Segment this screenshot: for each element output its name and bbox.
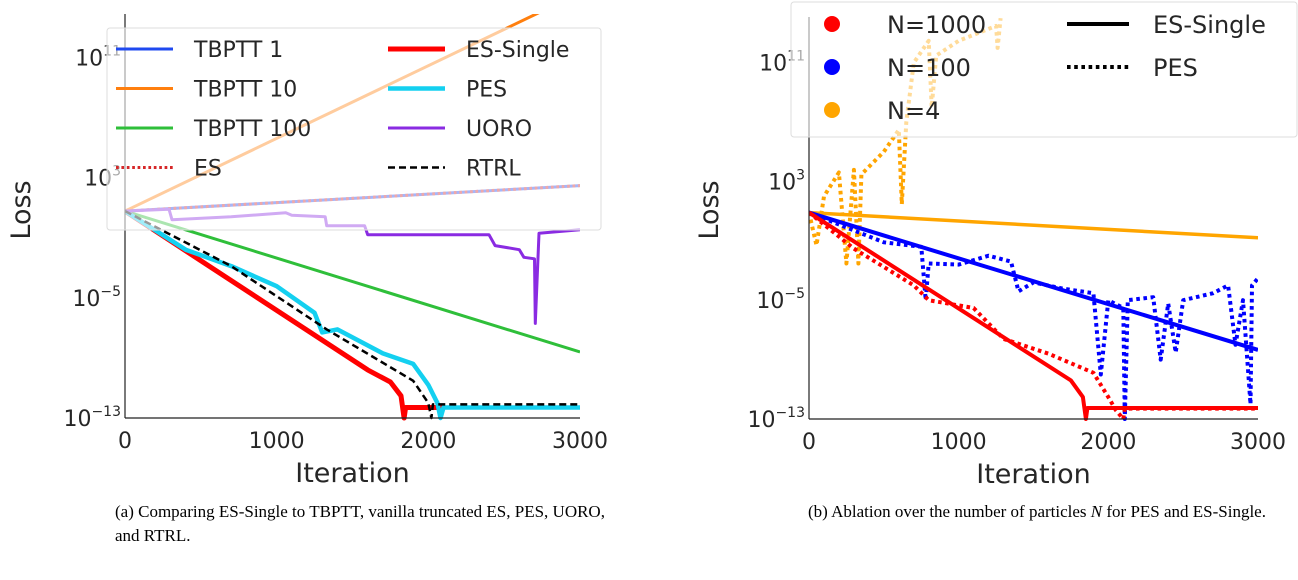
legend-label: N=100 <box>887 54 971 82</box>
x-tick-label: 2000 <box>1080 430 1136 455</box>
y-tick-base: 10 <box>756 289 784 314</box>
x-tick-label: 3000 <box>552 429 608 454</box>
x-tick-label: 0 <box>802 430 816 455</box>
legend-label: N=4 <box>887 97 940 125</box>
legend-label: UORO <box>466 117 532 142</box>
y-tick-exponent: −5 <box>784 286 805 302</box>
y-tick-label: 103 <box>768 167 805 195</box>
series-line-n-100-es-single <box>809 210 1258 352</box>
y-tick-base: 10 <box>747 408 775 433</box>
caption-b-text: (b) Ablation over the number of particle… <box>808 502 1091 521</box>
y-axis-label: Loss <box>694 180 725 239</box>
legend-label: PES <box>466 78 507 103</box>
y-tick-label: 10−13 <box>747 405 805 433</box>
series-line-n-4-es-single <box>809 210 1258 240</box>
chart-a: 0100020003000101110310−510−13IterationLo… <box>6 14 608 489</box>
x-tick-label: 1000 <box>931 430 987 455</box>
legend-label: ES-Single <box>466 38 569 63</box>
caption-a: (a) Comparing ES-Single to TBPTT, vanill… <box>115 502 605 545</box>
series-line-n-100-pes <box>809 210 1258 421</box>
legend-box <box>790 1 1298 138</box>
legend-label: ES <box>194 157 222 182</box>
series-line-n-1000-es-single <box>809 210 1258 421</box>
y-tick-label: 10−5 <box>756 286 805 314</box>
series-line-rtrl <box>125 209 580 420</box>
series-line-tbptt-100 <box>125 209 580 354</box>
y-tick-label: 10−5 <box>72 284 121 312</box>
x-tick-label: 0 <box>118 429 132 454</box>
series-line-es-single <box>125 209 444 421</box>
legend-label: TBPTT 100 <box>193 117 311 142</box>
caption-b-text-end: for PES and ES-Single. <box>1102 502 1266 521</box>
y-tick-base: 10 <box>768 170 796 195</box>
x-axis-label: Iteration <box>976 459 1091 490</box>
caption-b-variable: N <box>1090 502 1103 521</box>
legend-label: TBPTT 1 <box>193 38 283 63</box>
x-tick-label: 3000 <box>1230 430 1286 455</box>
x-axis-label: Iteration <box>295 458 410 489</box>
x-tick-label: 1000 <box>249 429 305 454</box>
y-tick-base: 10 <box>63 407 91 432</box>
series-line-n-1000-pes <box>809 211 1258 421</box>
y-tick-exponent: −5 <box>100 284 121 300</box>
legend-label: RTRL <box>466 157 521 182</box>
caption-b: (b) Ablation over the number of particle… <box>808 500 1288 524</box>
figure: 0100020003000101110310−510−13IterationLo… <box>6 1 1298 490</box>
legend-box <box>106 27 602 231</box>
y-tick-base: 10 <box>75 47 103 72</box>
series-group <box>809 17 1258 421</box>
legend-label: TBPTT 10 <box>193 78 297 103</box>
series-line-pes <box>125 209 580 421</box>
legend-marker <box>824 16 840 32</box>
x-tick-label: 2000 <box>400 429 456 454</box>
y-tick-exponent: −13 <box>91 404 121 420</box>
y-tick-label: 10−13 <box>63 404 121 432</box>
legend: TBPTT 1 ES-Single TBPTT 10 PES TBPTT 100 UORO… <box>106 27 602 231</box>
legend-marker <box>824 59 840 75</box>
y-tick-base: 10 <box>72 287 100 312</box>
legend-label: PES <box>1153 54 1198 82</box>
y-axis-label: Loss <box>6 180 37 239</box>
legend-label: N=1000 <box>887 11 986 39</box>
legend: N=1000 N=100 N=4 ES-Single PES <box>790 1 1298 138</box>
legend-marker <box>824 102 840 118</box>
legend-label: ES-Single <box>1153 11 1266 39</box>
y-tick-exponent: 3 <box>796 167 805 183</box>
y-tick-exponent: −13 <box>775 405 805 421</box>
chart-b: 0100020003000101110310−510−13IterationLo… <box>694 1 1298 490</box>
y-tick-base: 10 <box>759 52 787 77</box>
